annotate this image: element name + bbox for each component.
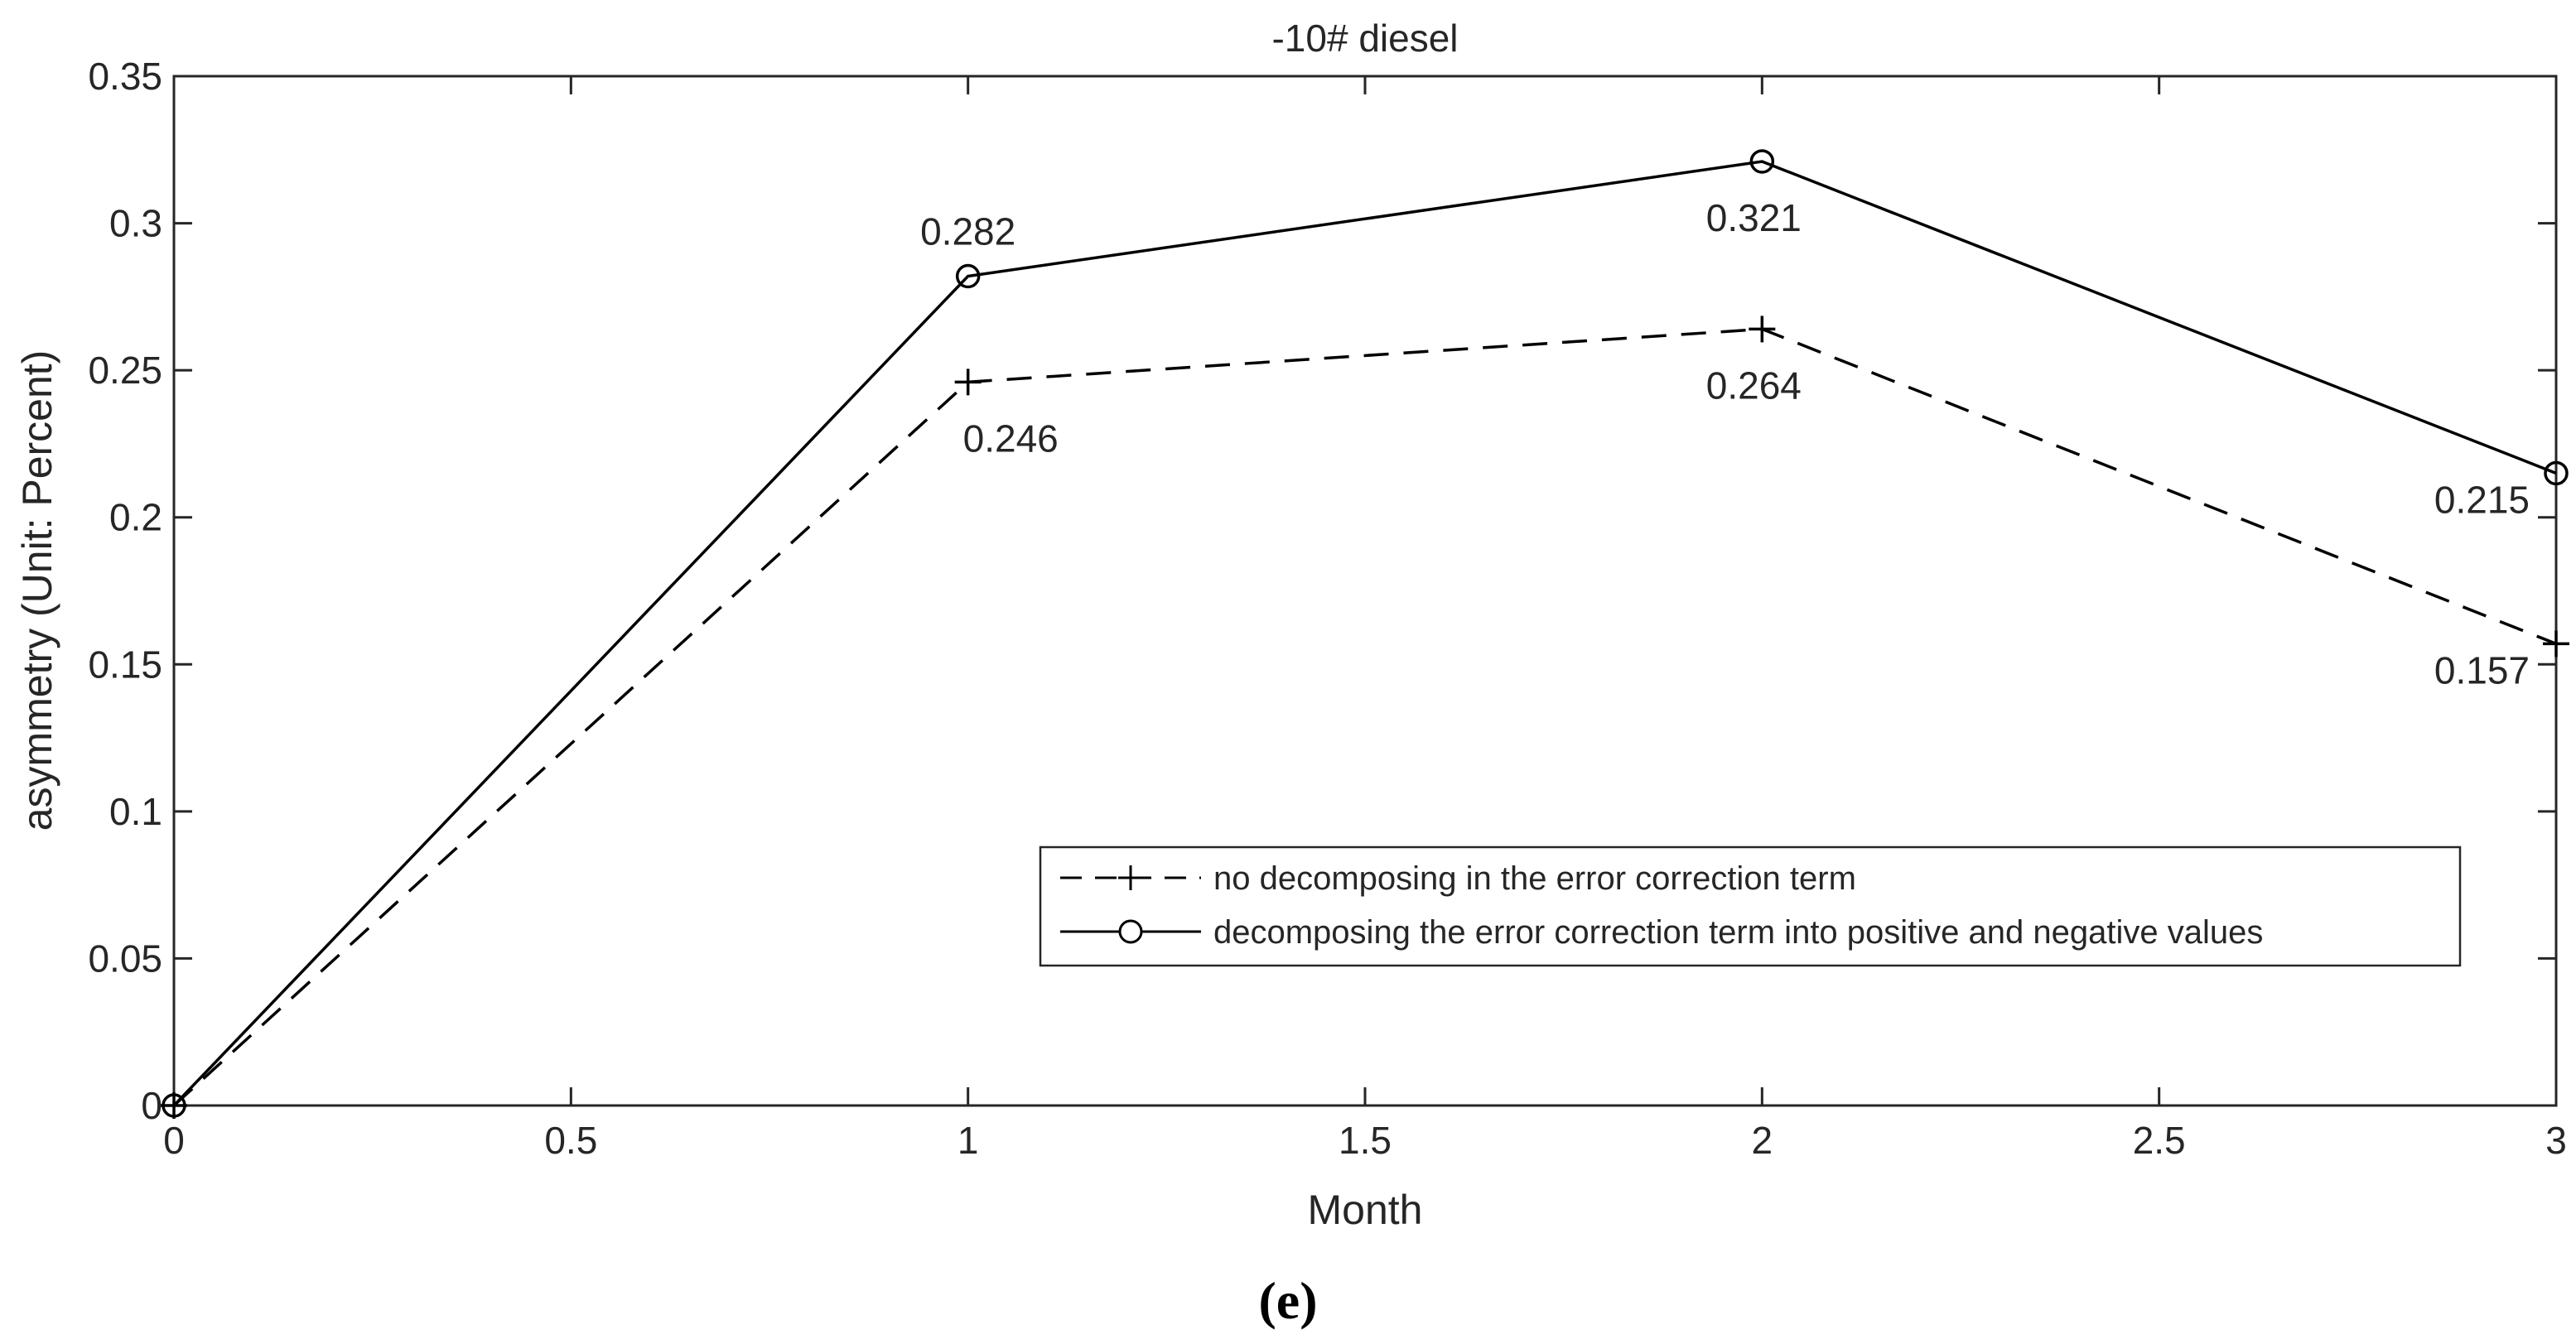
- panel-label: (e): [1258, 1271, 1317, 1330]
- y-tick-label: 0.05: [88, 937, 162, 980]
- data-label: 0.264: [1706, 364, 1802, 407]
- x-axis-title: Month: [1308, 1187, 1423, 1233]
- data-label: 0.282: [920, 210, 1015, 253]
- data-point-circle: [162, 1093, 186, 1118]
- series-line-1: [172, 327, 2557, 1107]
- data-label: 0.215: [2434, 478, 2530, 521]
- legend-marker-circle-icon: [1118, 919, 1143, 944]
- chart-title: -10# diesel: [1271, 17, 1458, 60]
- y-tick-label: 0.15: [88, 643, 162, 686]
- y-tick-label: 0: [141, 1084, 162, 1127]
- x-tick-label: 2.5: [2133, 1119, 2186, 1162]
- y-tick-label: 0.2: [109, 496, 162, 539]
- y-axis-title: asymmetry (Unit: Percent): [14, 350, 60, 831]
- data-label: 0.246: [963, 417, 1059, 460]
- x-tick-label: 1: [958, 1119, 979, 1162]
- legend-box: [1039, 845, 2462, 967]
- x-tick-label: 2: [1752, 1119, 1773, 1162]
- x-tick-label: 0: [163, 1119, 185, 1162]
- data-point-circle: [955, 263, 981, 289]
- data-label: 0.321: [1706, 196, 1802, 239]
- legend-marker-plus-icon: [1118, 865, 1143, 890]
- series-layer: [161, 149, 2569, 1119]
- x-tick-label: 1.5: [1339, 1119, 1392, 1162]
- y-tick-label: 0.3: [109, 202, 162, 245]
- legend-label-series-2: decomposing the error correction term in…: [1213, 914, 2263, 951]
- data-point-plus: [2543, 630, 2569, 658]
- x-axis: 0 0.5 1 1.5 2 2.5 3: [163, 76, 2567, 1162]
- x-tick-label: 3: [2545, 1119, 2567, 1162]
- data-point-plus: [954, 369, 982, 396]
- x-tick-label: 0.5: [544, 1119, 597, 1162]
- y-tick-label: 0.1: [109, 790, 162, 833]
- data-labels: 0.246 0.264 0.157 0.282 0.321 0.215: [920, 196, 2530, 691]
- y-tick-label: 0.25: [88, 349, 162, 392]
- legend: no decomposing in the error correction t…: [1039, 845, 2462, 967]
- data-point-circle: [1749, 149, 1775, 174]
- data-label: 0.157: [2434, 648, 2530, 691]
- data-point-circle: [2544, 460, 2569, 486]
- series-line-2: [172, 160, 2557, 1107]
- data-point-plus: [1749, 316, 1776, 343]
- y-axis: 0 0.05 0.1 0.15 0.2 0.25 0.3 0.35: [88, 55, 2556, 1127]
- legend-label-series-1: no decomposing in the error correction t…: [1213, 860, 1856, 897]
- y-tick-label: 0.35: [88, 55, 162, 98]
